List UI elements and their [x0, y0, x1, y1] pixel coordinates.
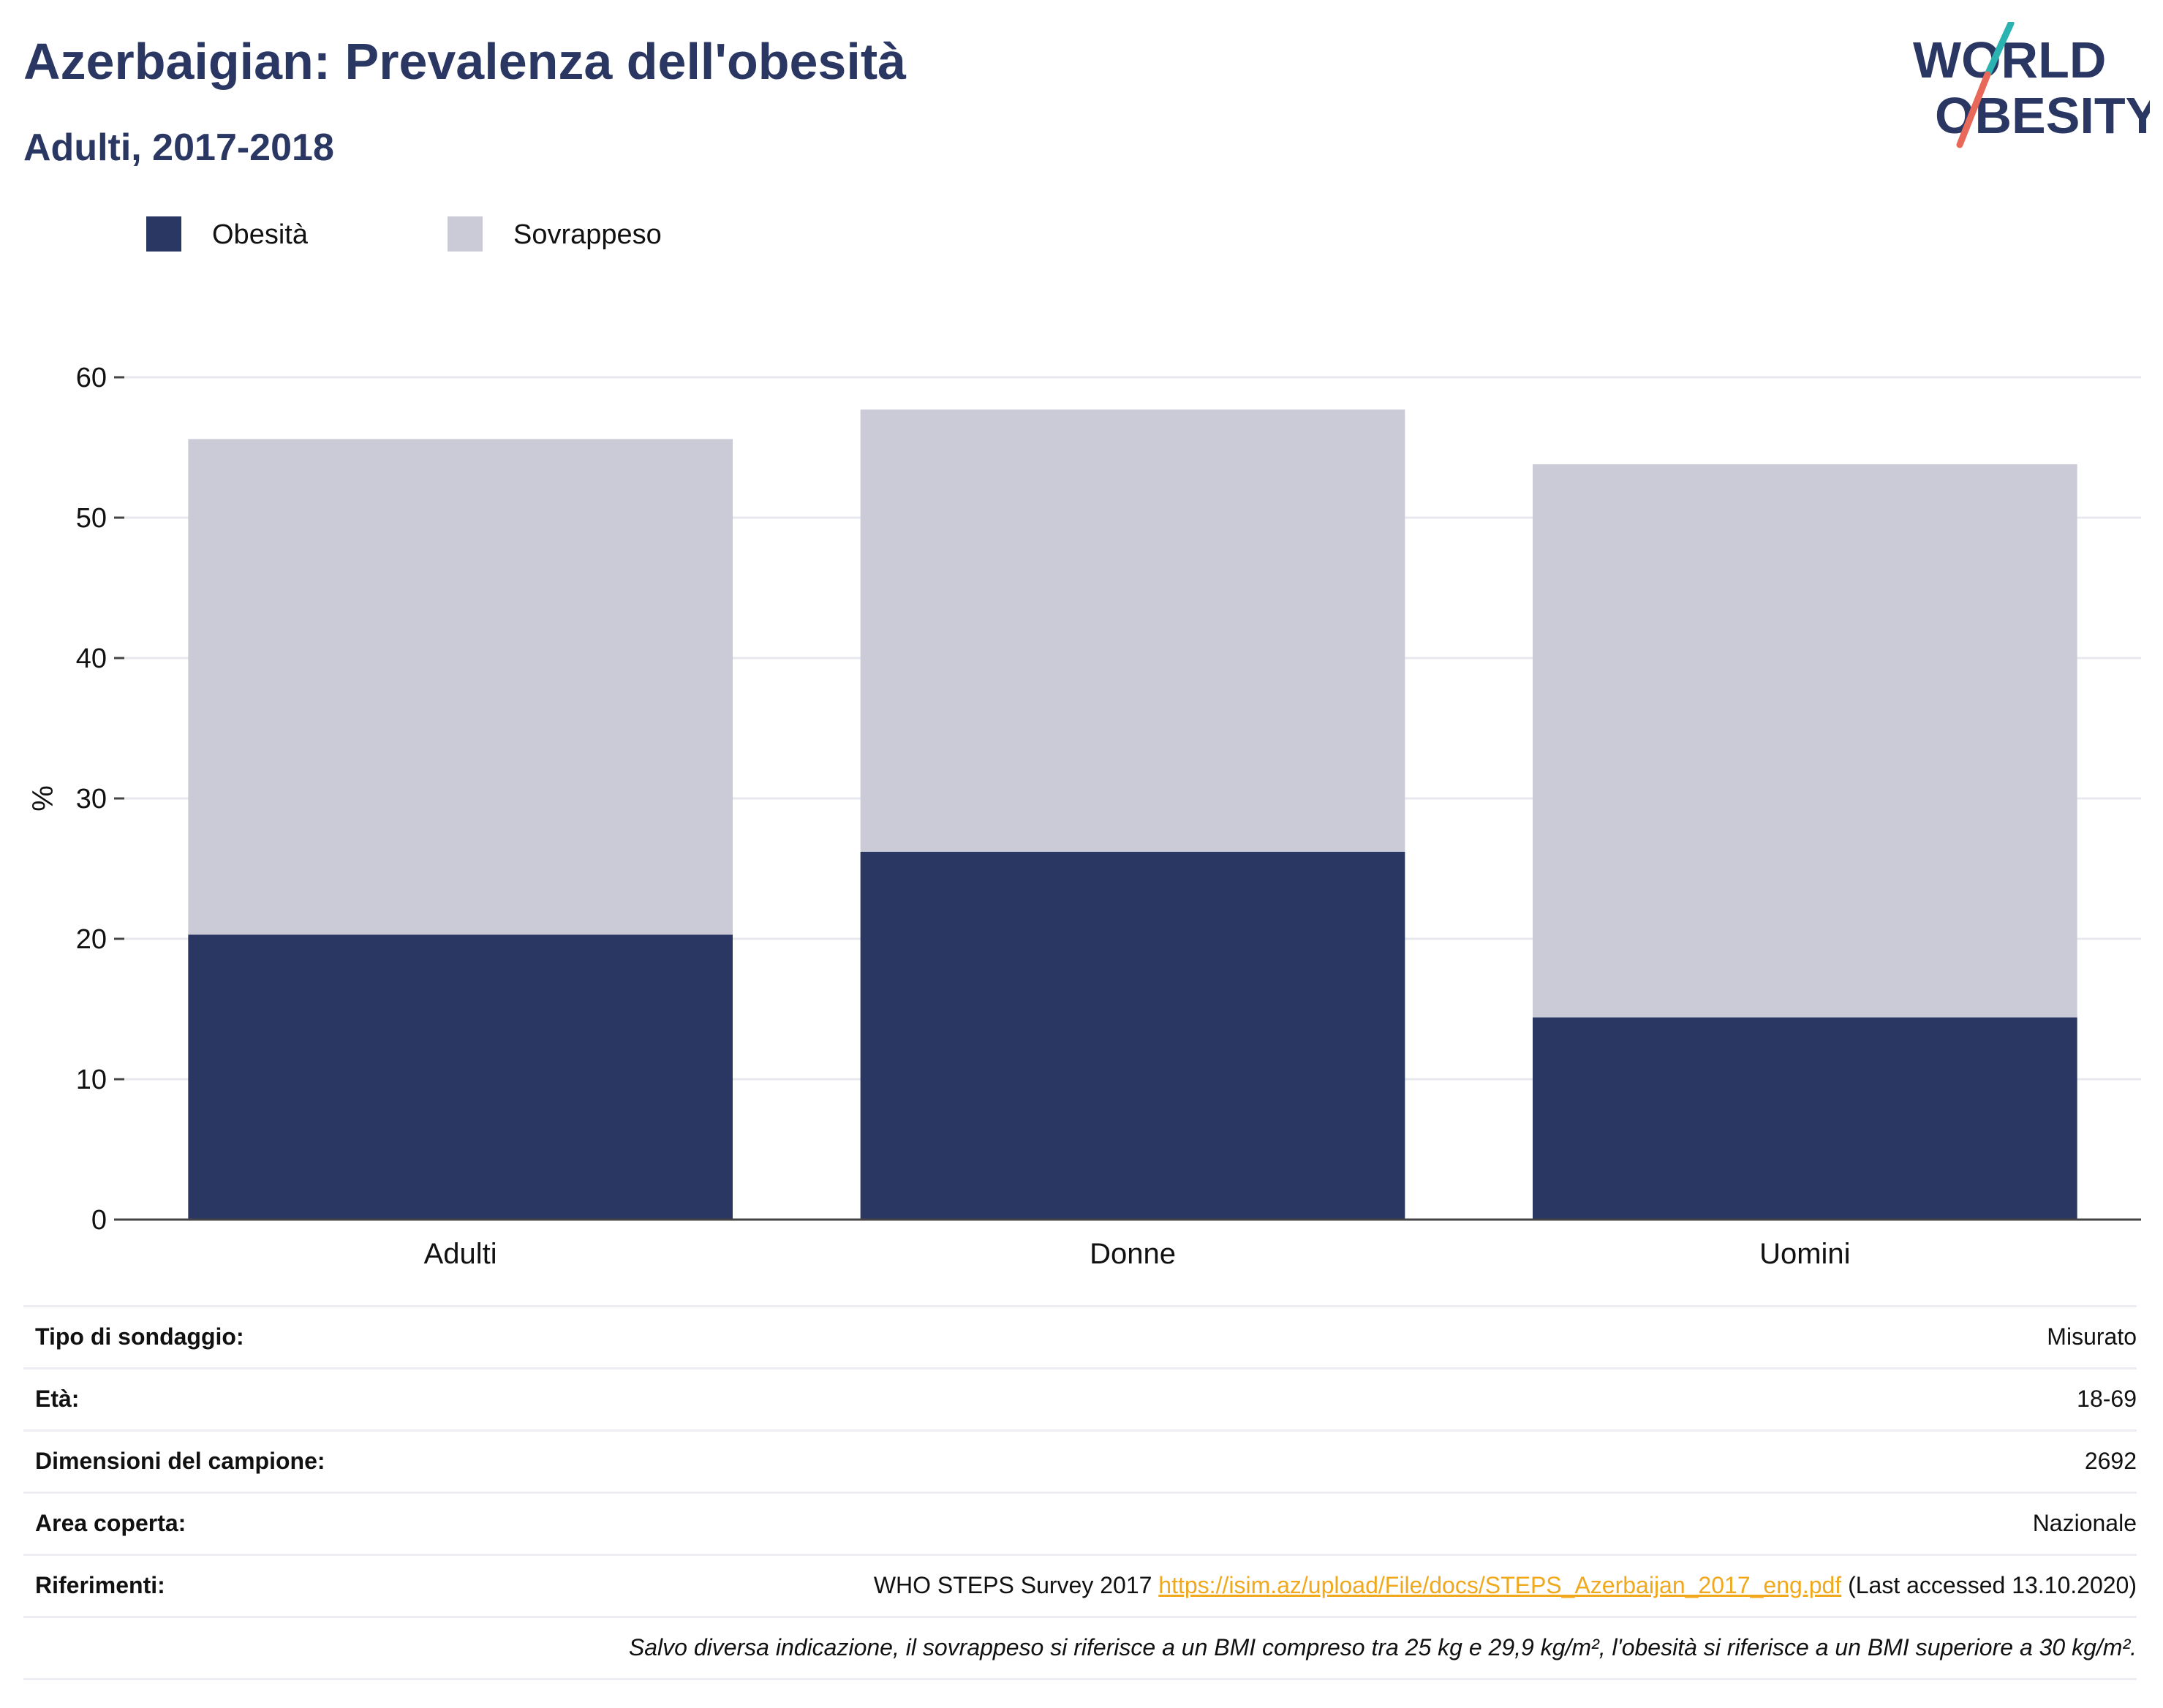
legend-swatch-obesita: [146, 216, 181, 252]
x-tick-label: Adulti: [424, 1238, 497, 1270]
references-value: WHO STEPS Survey 2017 https://isim.az/up…: [874, 1572, 2137, 1599]
references-prefix: WHO STEPS Survey 2017: [873, 1572, 1159, 1598]
world-obesity-logo: WORLD OBESITY: [1901, 20, 2159, 154]
y-tick-label: 0: [91, 1205, 107, 1236]
info-value: 18-69: [2077, 1386, 2137, 1412]
stacked-bar-chart: 0 10 20 30 40 50 60% Adulti Donne Uomini: [27, 363, 2141, 1270]
info-row-references: Riferimenti: WHO STEPS Survey 2017 https…: [23, 1554, 2137, 1616]
chart-subtitle: Adulti, 2017-2018: [23, 126, 334, 169]
references-suffix: (Last accessed 13.10.2020): [1841, 1572, 2137, 1598]
info-row-age: Età: 18-69: [23, 1367, 2137, 1429]
logo-text-line1: WORLD: [1913, 31, 2106, 88]
bmi-definition-note: Salvo diversa indicazione, il sovrappeso…: [628, 1634, 2137, 1660]
info-row-note: Salvo diversa indicazione, il sovrappeso…: [23, 1616, 2137, 1680]
info-row-survey-type: Tipo di sondaggio: Misurato: [23, 1305, 2137, 1367]
logo-slash-top: [1984, 20, 2015, 78]
y-tick-label: 60: [76, 363, 107, 393]
info-value: 2692: [2084, 1448, 2137, 1474]
bar-obesita-adulti: [188, 934, 733, 1220]
info-row-sample-size: Dimensioni del campione: 2692: [23, 1429, 2137, 1492]
y-tick-label: 10: [76, 1065, 107, 1095]
info-label: Area coperta:: [35, 1510, 186, 1536]
info-value: Nazionale: [2032, 1510, 2137, 1536]
x-tick-label: Donne: [1090, 1238, 1176, 1270]
reference-link[interactable]: https://isim.az/upload/File/docs/STEPS_A…: [1158, 1572, 1842, 1598]
legend-label-obesita: Obesità: [212, 219, 308, 250]
survey-info-table: Tipo di sondaggio: Misurato Età: 18-69 D…: [23, 1305, 2137, 1680]
logo-text-line2: OBESITY: [1935, 87, 2150, 144]
bar-sovrappeso-adulti: [188, 439, 733, 935]
bar-sovrappeso-donne: [860, 409, 1405, 852]
info-label: Riferimenti:: [35, 1572, 165, 1598]
bar-sovrappeso-uomini: [1533, 464, 2077, 1018]
y-tick-label: 20: [76, 924, 107, 955]
chart-title: Azerbaigian: Prevalenza dell'obesità: [23, 33, 907, 90]
y-tick-label: 50: [76, 503, 107, 534]
logo-slash-bottom: [1956, 71, 1991, 148]
info-label: Tipo di sondaggio:: [35, 1323, 244, 1350]
info-label: Età:: [35, 1386, 80, 1412]
y-tick-label: 40: [76, 643, 107, 674]
info-label: Dimensioni del campione:: [35, 1448, 325, 1474]
y-axis-label: %: [27, 785, 59, 812]
bar-obesita-uomini: [1533, 1017, 2077, 1220]
info-row-area: Area coperta: Nazionale: [23, 1492, 2137, 1554]
legend-label-sovrappeso: Sovrappeso: [513, 219, 662, 250]
bar-obesita-donne: [860, 851, 1405, 1220]
legend-swatch-sovrappeso: [448, 216, 483, 252]
x-tick-label: Uomini: [1759, 1238, 1850, 1270]
info-value: Misurato: [2047, 1323, 2137, 1350]
y-tick-label: 30: [76, 784, 107, 815]
